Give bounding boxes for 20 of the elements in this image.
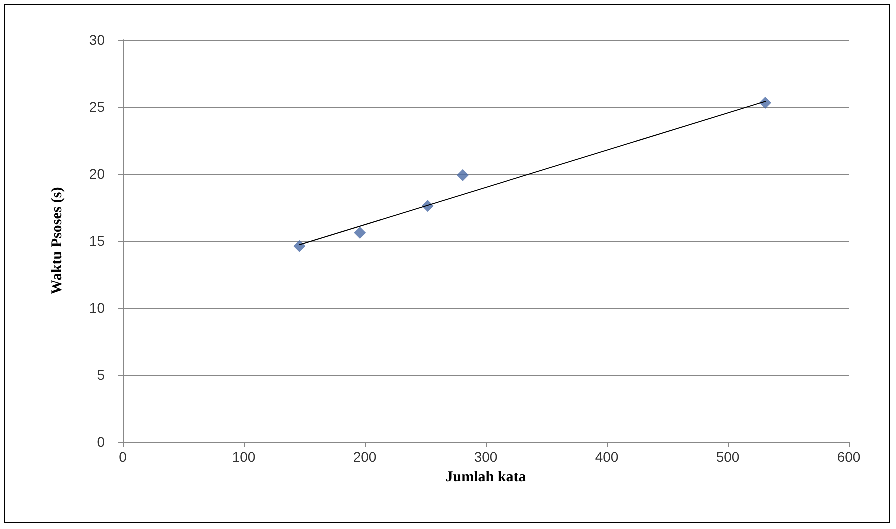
point: [457, 169, 470, 182]
y-tick-label: 0: [97, 434, 106, 450]
x-tick-label: 0: [119, 449, 128, 465]
point: [760, 96, 772, 109]
x-tick-label: 200: [353, 449, 377, 465]
y-tick-label: 25: [89, 99, 106, 115]
x-tick-label: 600: [837, 449, 861, 465]
y-axis-title: Waktu Psoses (s): [50, 187, 66, 295]
x-tick-label: 100: [232, 449, 256, 465]
x-axis-title: Jumlah kata: [446, 470, 527, 486]
x-tick-label: 400: [595, 449, 619, 465]
point: [354, 226, 366, 239]
y-tick-label: 5: [97, 367, 106, 383]
y-tick-label: 30: [89, 32, 106, 48]
point: [294, 240, 306, 252]
y-tick-label: 15: [89, 233, 106, 249]
y-tick-label: 20: [89, 166, 106, 182]
y-tick-label: 10: [89, 300, 106, 316]
x-tick-label: 500: [716, 449, 740, 465]
x-tick-label: 300: [474, 449, 498, 465]
